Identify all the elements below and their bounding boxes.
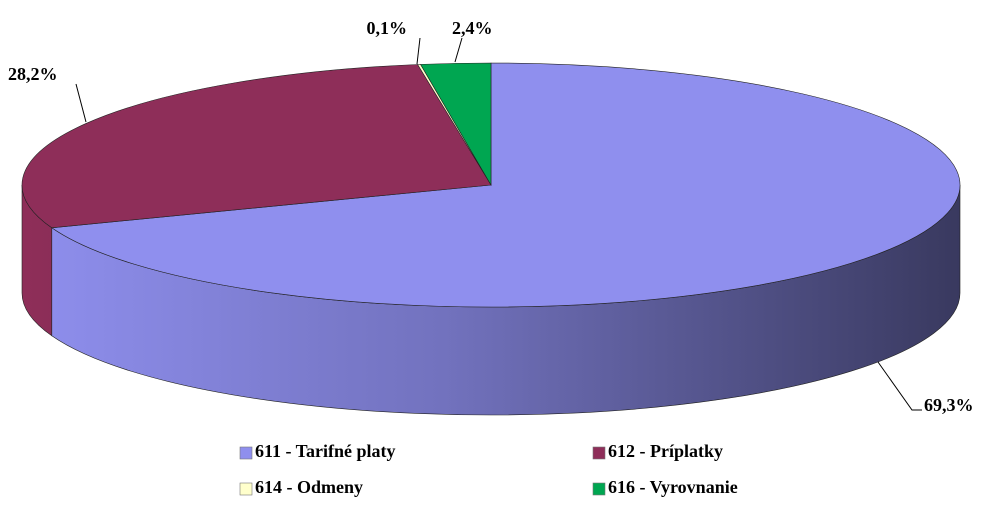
legend-label: 616 - Vyrovnanie: [608, 477, 738, 497]
data-label: 28,2%: [8, 64, 58, 84]
legend-swatch: [239, 482, 253, 496]
leader-line: [75, 83, 87, 123]
slice: [21, 64, 492, 229]
legend-label: 614 - Odmeny: [255, 477, 363, 497]
legend-label: 612 - Príplatky: [608, 441, 723, 461]
legend-swatch: [592, 482, 606, 496]
leader-line: [454, 37, 463, 63]
legend-label: 611 - Tarifné platy: [255, 441, 396, 461]
data-label: 0,1%: [367, 18, 408, 38]
data-label: 2,4%: [452, 18, 493, 38]
legend-swatch: [239, 446, 253, 460]
slice: [50, 62, 961, 308]
legend-swatch: [592, 446, 606, 460]
leader-line: [416, 37, 421, 65]
leader-line: [877, 361, 922, 411]
slice: [420, 62, 492, 187]
data-label: 69,3%: [924, 395, 974, 415]
